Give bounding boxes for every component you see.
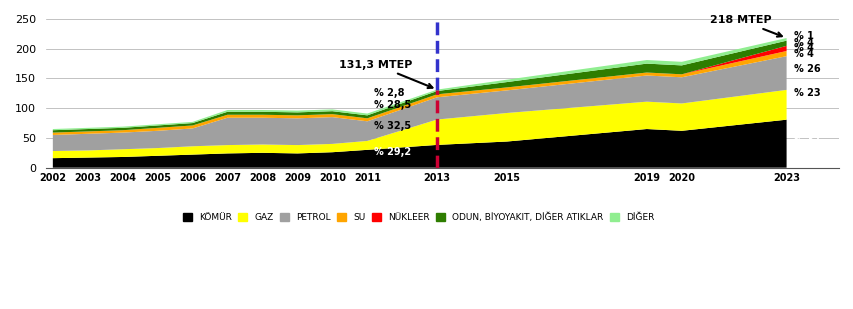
Text: % 23: % 23 (792, 87, 819, 98)
Text: % 1: % 1 (792, 31, 813, 41)
Text: % 4: % 4 (792, 49, 813, 59)
Text: % 4: % 4 (792, 38, 813, 48)
Text: % 28,5: % 28,5 (374, 100, 411, 110)
Text: % 2,8: % 2,8 (374, 87, 404, 98)
Text: 131,3 MTEP: 131,3 MTEP (339, 60, 432, 88)
Text: % 32,5: % 32,5 (374, 121, 411, 131)
Text: % 29,2: % 29,2 (374, 147, 411, 157)
Text: 218 MTEP: 218 MTEP (709, 15, 780, 37)
Text: % 37: % 37 (792, 135, 819, 145)
Text: % 4: % 4 (792, 44, 813, 53)
Text: % 26: % 26 (792, 64, 819, 74)
Legend: KÖMÜR, GAZ, PETROL, SU, NÜKLEER, ODUN, BİYOYAKIT, DİĞER ATIKLAR, DİĞER: KÖMÜR, GAZ, PETROL, SU, NÜKLEER, ODUN, B… (179, 209, 658, 226)
